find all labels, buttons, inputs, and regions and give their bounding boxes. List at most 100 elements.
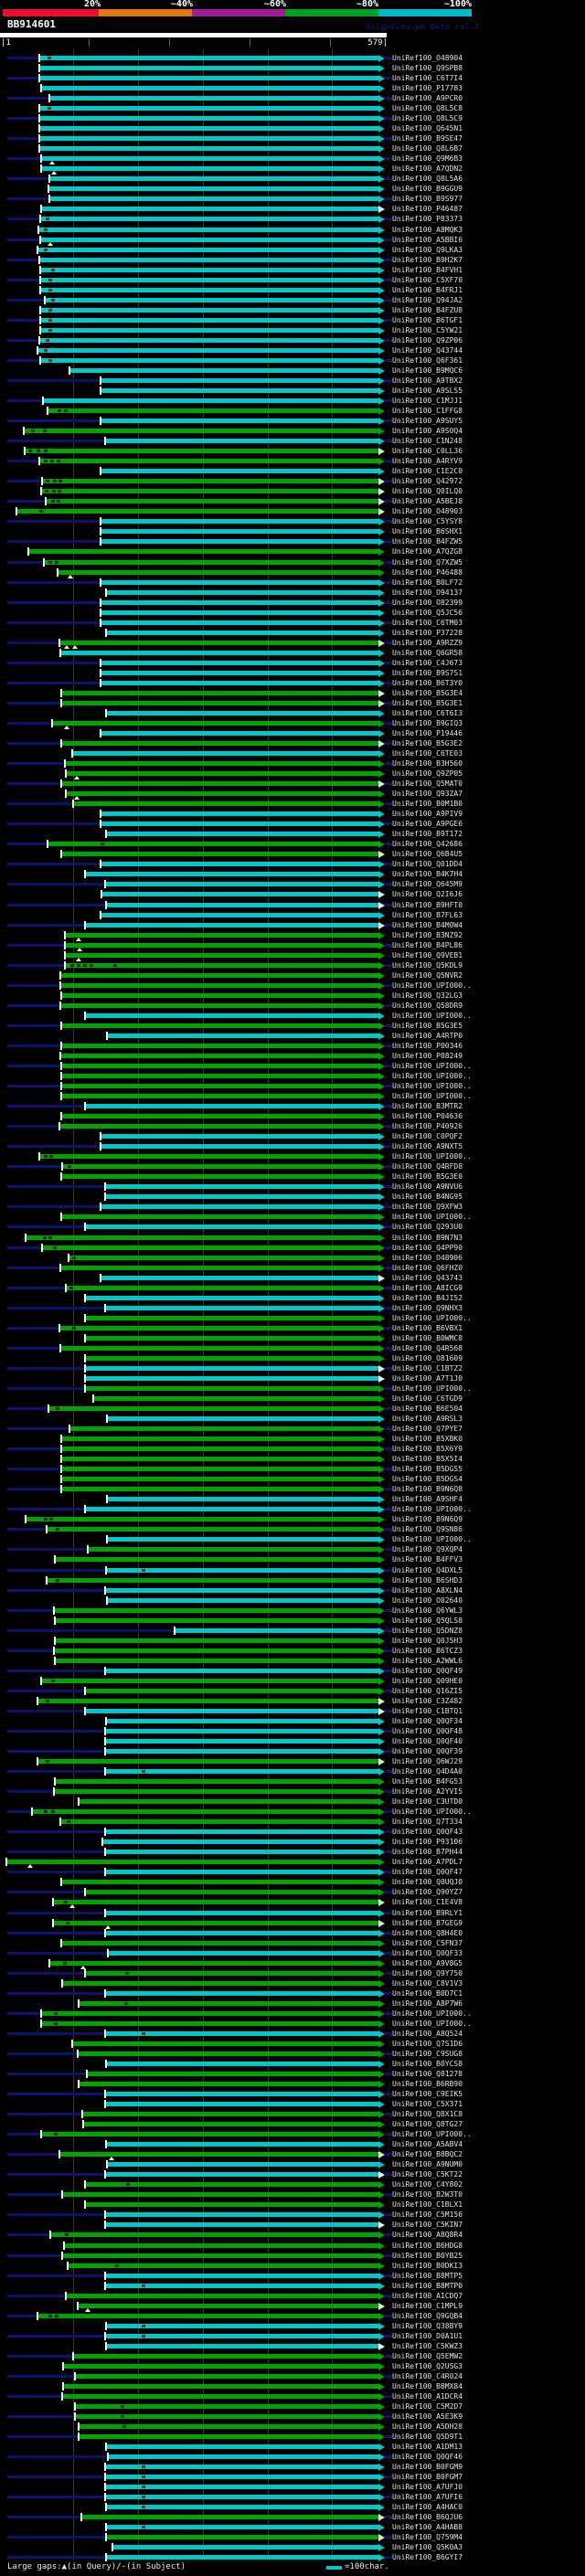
alignment-bar[interactable] — [42, 156, 378, 161]
alignment-bar[interactable] — [42, 2132, 378, 2136]
alignment-bar[interactable] — [40, 338, 378, 343]
subject-id-label[interactable]: UniRef100_Q7T334 — [392, 1818, 463, 1826]
subject-id-label[interactable]: UniRef100_Q6GR58 — [392, 649, 463, 657]
alignment-bar[interactable] — [88, 2072, 378, 2076]
subject-id-label[interactable]: UniRef100_B6SHX1 — [392, 527, 463, 535]
alignment-bar[interactable] — [101, 661, 378, 665]
alignment-bar[interactable] — [67, 2294, 378, 2298]
subject-id-label[interactable]: UniRef100_B4FZU8 — [392, 306, 463, 314]
subject-id-label[interactable]: UniRef100_UPI000.. — [392, 1152, 472, 1161]
subject-id-label[interactable]: UniRef100_B9MQC6 — [392, 366, 463, 375]
subject-id-label[interactable]: UniRef100_Q5JC56 — [392, 609, 463, 617]
subject-id-label[interactable]: UniRef100_B5XBK0 — [392, 1435, 463, 1443]
alignment-bar[interactable] — [86, 2202, 378, 2207]
alignment-bar[interactable] — [40, 116, 378, 121]
subject-id-label[interactable]: UniRef100_O02640 — [392, 1596, 463, 1605]
subject-id-label[interactable]: UniRef100_A9RZZ9 — [392, 639, 463, 647]
subject-id-label[interactable]: UniRef100_UPI000.. — [392, 1505, 472, 1513]
alignment-bar[interactable] — [42, 489, 378, 493]
subject-id-label[interactable]: UniRef100_P00346 — [392, 1042, 463, 1050]
alignment-bar[interactable] — [54, 1921, 378, 1925]
subject-id-label[interactable]: UniRef100_B0LF72 — [392, 578, 463, 587]
alignment-bar[interactable] — [80, 2082, 378, 2086]
alignment-bar[interactable] — [50, 1961, 378, 1966]
alignment-bar[interactable] — [40, 136, 378, 141]
subject-id-label[interactable]: UniRef100_A7UFJ0 — [392, 2483, 463, 2491]
alignment-bar[interactable] — [106, 2102, 378, 2106]
alignment-bar[interactable] — [45, 560, 378, 565]
subject-id-label[interactable]: UniRef100_B7FL63 — [392, 911, 463, 919]
alignment-bar[interactable] — [41, 268, 378, 272]
subject-id-label[interactable]: UniRef100_Q5D9T1 — [392, 2433, 463, 2441]
subject-id-label[interactable]: UniRef100_Q01DD4 — [392, 860, 463, 868]
subject-id-label[interactable]: UniRef100_Q0QF40 — [392, 1737, 463, 1745]
subject-id-label[interactable]: UniRef100_C5YSY8 — [392, 517, 463, 525]
alignment-bar[interactable] — [76, 2374, 378, 2379]
subject-id-label[interactable]: UniRef100_P83373 — [392, 215, 463, 223]
alignment-bar[interactable] — [109, 2454, 378, 2459]
subject-id-label[interactable]: UniRef100_A4RTP0 — [392, 1032, 463, 1040]
subject-id-label[interactable]: UniRef100_Q58DR9 — [392, 1002, 463, 1010]
alignment-bar[interactable] — [101, 600, 378, 605]
subject-id-label[interactable]: UniRef100_B9RLY1 — [392, 1909, 463, 1917]
alignment-bar[interactable] — [40, 146, 378, 151]
subject-id-label[interactable]: UniRef100_C1BTZ2 — [392, 1364, 463, 1373]
alignment-bar[interactable] — [106, 2222, 378, 2227]
subject-id-label[interactable]: UniRef100_C6TGD9 — [392, 1394, 463, 1403]
subject-id-label[interactable]: UniRef100_Q0QF47 — [392, 1868, 463, 1876]
alignment-bar[interactable] — [55, 1608, 378, 1613]
subject-id-label[interactable]: UniRef100_A9PIV9 — [392, 810, 463, 818]
alignment-bar[interactable] — [44, 398, 378, 403]
alignment-bar[interactable] — [66, 943, 378, 948]
alignment-bar[interactable] — [62, 1477, 378, 1481]
subject-id-label[interactable]: UniRef100_Q16ZI5 — [392, 1687, 463, 1695]
alignment-bar[interactable] — [82, 2515, 378, 2519]
subject-id-label[interactable]: UniRef100_B8BQC2 — [392, 2150, 463, 2158]
subject-id-label[interactable]: UniRef100_Q7PYE7 — [392, 1425, 463, 1433]
subject-id-label[interactable]: UniRef100_O48903 — [392, 507, 463, 515]
subject-id-label[interactable]: UniRef100_Q759M4 — [392, 2533, 463, 2541]
subject-id-label[interactable]: UniRef100_Q43744 — [392, 346, 463, 355]
subject-id-label[interactable]: UniRef100_Q2I6J6 — [392, 890, 463, 898]
subject-id-label[interactable]: UniRef100_UPI000.. — [392, 1082, 472, 1090]
alignment-bar[interactable] — [61, 973, 378, 978]
alignment-bar[interactable] — [42, 1679, 378, 1683]
subject-id-label[interactable]: UniRef100_B6SHD3 — [392, 1576, 463, 1585]
subject-id-label[interactable]: UniRef100_B3H560 — [392, 759, 463, 768]
alignment-bar[interactable] — [62, 1094, 378, 1098]
subject-id-label[interactable]: UniRef100_B6TCZ3 — [392, 1647, 463, 1655]
subject-id-label[interactable]: UniRef100_B0FGM9 — [392, 2463, 463, 2471]
subject-id-label[interactable]: UniRef100_P17783 — [392, 84, 463, 92]
alignment-bar[interactable] — [101, 378, 378, 383]
subject-id-label[interactable]: UniRef100_C6TM03 — [392, 619, 463, 627]
alignment-bar[interactable] — [62, 701, 378, 705]
subject-id-label[interactable]: UniRef100_UPI000.. — [392, 1072, 472, 1080]
alignment-bar[interactable] — [107, 2555, 378, 2560]
alignment-bar[interactable] — [86, 923, 378, 928]
subject-id-label[interactable]: UniRef100_Q9GQB4 — [392, 2312, 463, 2320]
subject-id-label[interactable]: UniRef100_A9NUM0 — [392, 2160, 463, 2168]
subject-id-label[interactable]: UniRef100_UPI000.. — [392, 1314, 472, 1322]
subject-id-label[interactable]: UniRef100_A8XLN4 — [392, 1586, 463, 1595]
alignment-bar[interactable] — [107, 711, 378, 716]
alignment-bar[interactable] — [107, 2344, 378, 2348]
subject-id-label[interactable]: UniRef100_A9PGE6 — [392, 820, 463, 828]
subject-id-label[interactable]: UniRef100_Q5DNZ8 — [392, 1627, 463, 1635]
subject-id-label[interactable]: UniRef100_Q645N1 — [392, 124, 463, 133]
alignment-bar[interactable] — [101, 822, 378, 826]
alignment-bar[interactable] — [106, 2334, 378, 2338]
alignment-bar[interactable] — [41, 358, 378, 363]
subject-id-label[interactable]: UniRef100_Q0J5H3 — [392, 1637, 463, 1645]
alignment-bar[interactable] — [106, 1829, 378, 1834]
alignment-bar[interactable] — [42, 2021, 378, 2026]
subject-id-label[interactable]: UniRef100_UPI000.. — [392, 1213, 472, 1221]
subject-id-label[interactable]: UniRef100_A4HAC0 — [392, 2503, 463, 2511]
subject-id-label[interactable]: UniRef100_B9GIQ3 — [392, 719, 463, 727]
subject-id-label[interactable]: UniRef100_Q9ZP05 — [392, 769, 463, 778]
alignment-bar[interactable] — [101, 811, 378, 816]
subject-id-label[interactable]: UniRef100_B0DKI3 — [392, 2262, 463, 2270]
alignment-bar[interactable] — [40, 56, 378, 60]
alignment-bar[interactable] — [106, 2212, 378, 2217]
subject-id-label[interactable]: UniRef100_B0WMC8 — [392, 1334, 463, 1342]
alignment-bar[interactable] — [66, 933, 378, 938]
